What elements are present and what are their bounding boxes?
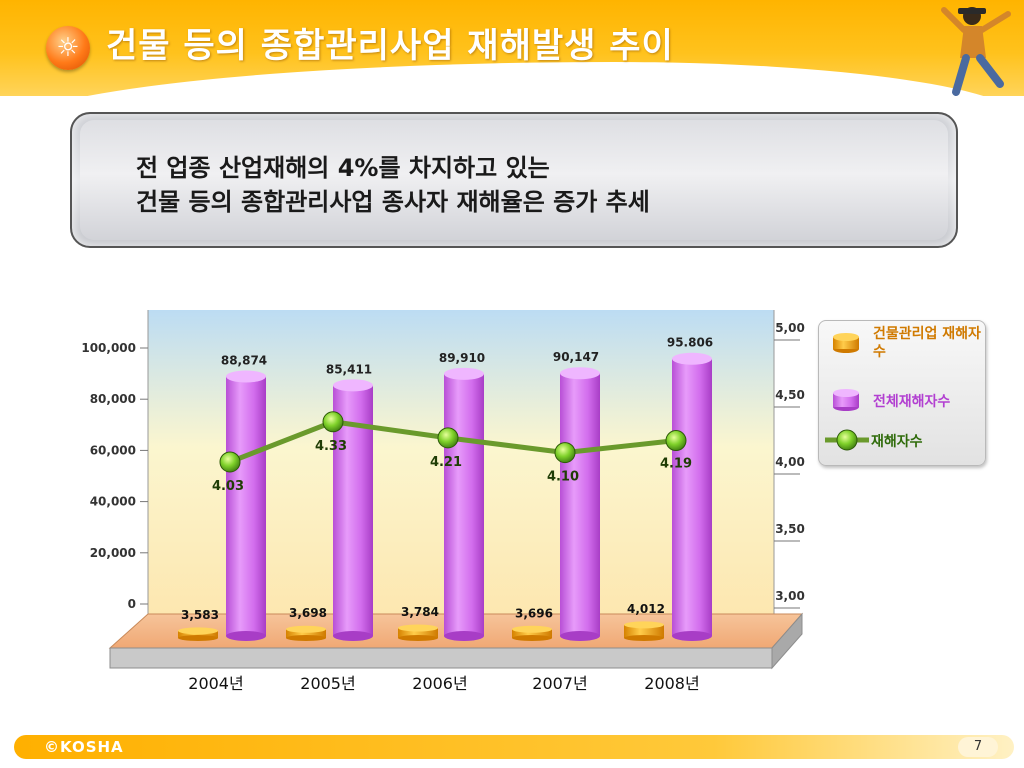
disaster-trend-chart: 0 20,000 40,000 60,000 80,000 100,000 3,00 3,5… <box>81 310 805 693</box>
x-axis-labels: 2004년 2005년 2006년 2007년 2008년 <box>188 674 699 693</box>
bar-building-label: 4,012 <box>627 602 665 616</box>
bar-total-base <box>672 631 712 641</box>
left-tick-label: 20,000 <box>90 546 136 560</box>
bar-total-base <box>444 631 484 641</box>
legend-label-rate: 재해자수 <box>871 434 923 450</box>
x-axis-label: 2006년 <box>412 674 467 693</box>
right-tick-label: 3,50 <box>775 522 805 536</box>
bar-building <box>178 630 218 638</box>
bar-total-base <box>333 631 373 641</box>
message-box: 전 업종 산업재해의 4%를 차지하고 있는 건물 등의 종합관리사업 종사자 … <box>70 112 958 248</box>
bar-total <box>560 373 600 636</box>
bar-total-base <box>560 631 600 641</box>
bar-total-label: 90,147 <box>553 350 599 364</box>
kosha-logo: ©KOSHA <box>44 738 124 756</box>
right-axis-ticks: 3,00 3,50 4,00 4,50 5,00 <box>774 321 805 609</box>
x-axis-label: 2008년 <box>644 674 699 693</box>
page-number: 7 <box>958 737 998 757</box>
bar-total <box>226 376 266 636</box>
slide-title: 건물 등의 종합관리사업 재해발생 추이 <box>106 26 674 66</box>
legend-swatch-rate <box>825 429 869 451</box>
rate-point <box>322 411 344 433</box>
bar-building-base <box>178 635 218 641</box>
bar-building-label: 3,583 <box>181 608 219 622</box>
bar-building-label: 3,696 <box>515 606 553 620</box>
bar-total-label: 95.806 <box>667 336 713 350</box>
x-axis-label: 2004년 <box>188 674 243 693</box>
left-tick-label: 0 <box>128 597 136 611</box>
bar-building-base <box>398 635 438 641</box>
bar-total-cap <box>560 367 600 380</box>
rate-label: 4.19 <box>660 457 692 472</box>
left-tick-label: 80,000 <box>90 392 136 406</box>
right-tick-label: 3,00 <box>775 589 805 603</box>
bar-building <box>624 624 664 638</box>
bar-total <box>672 358 712 636</box>
bar-building-base <box>286 635 326 641</box>
bar-building-cap <box>624 621 664 629</box>
right-tick-label: 5,00 <box>775 321 805 335</box>
bar-building-label: 3,698 <box>289 606 327 620</box>
x-axis-label: 2005년 <box>300 674 355 693</box>
right-tick-label: 4,50 <box>775 388 805 402</box>
bar-total-base <box>226 631 266 641</box>
legend-label-total: 전체재해자수 <box>873 394 951 410</box>
legend-swatch-total <box>833 389 859 411</box>
bar-total-cap <box>226 370 266 383</box>
bar-total-label: 89,910 <box>439 351 485 365</box>
x-axis-label: 2007년 <box>532 674 587 693</box>
rate-label: 4.03 <box>212 479 244 494</box>
message-line-2: 건물 등의 종합관리사업 종사자 재해율은 증가 추세 <box>136 188 650 216</box>
right-tick-label: 4,00 <box>775 455 805 469</box>
bar-building-label: 3,784 <box>401 605 439 619</box>
bar-total-label: 88,874 <box>221 353 267 367</box>
rate-label: 4.21 <box>430 455 462 470</box>
bar-total-cap <box>333 379 373 392</box>
rate-point <box>665 430 687 452</box>
series-rate-line: 4.03 4.33 4.21 4.10 4.19 <box>212 411 692 494</box>
floor-front <box>109 647 773 669</box>
bar-total-label: 85,411 <box>326 362 372 376</box>
legend-swatch-building <box>833 333 859 353</box>
bar-building-cap <box>512 625 552 633</box>
bar-building-base <box>624 635 664 641</box>
message-inner: 전 업종 산업재해의 4%를 차지하고 있는 건물 등의 종합관리사업 종사자 … <box>80 120 948 240</box>
bar-total <box>444 373 484 636</box>
floor-side <box>771 612 803 670</box>
bar-building-cap <box>178 627 218 635</box>
left-tick-label: 100,000 <box>81 341 136 355</box>
sun-icon: ☼ <box>46 26 90 70</box>
bar-building-cap <box>398 624 438 632</box>
rate-label: 4.33 <box>315 439 347 454</box>
series-total-bars: 88,874 85,411 89,910 90,147 95.806 <box>221 336 713 641</box>
footer-band: ©KOSHA 7 <box>14 735 1014 759</box>
left-tick-label: 60,000 <box>90 443 136 457</box>
bar-building <box>512 629 552 638</box>
rate-point <box>554 442 576 464</box>
left-axis-ticks: 0 20,000 40,000 60,000 80,000 100,000 <box>81 341 148 611</box>
message-line-1: 전 업종 산업재해의 4%를 차지하고 있는 <box>136 154 550 182</box>
chart-legend: 건물관리업 재해자수 전체재해자수 재해자수 <box>818 320 986 466</box>
bar-total-cap <box>444 367 484 380</box>
rate-point <box>437 427 459 449</box>
mascot-illustration <box>941 7 1011 96</box>
legend-label-building: 건물관리업 재해자수 <box>873 326 981 360</box>
bar-building-base <box>512 635 552 641</box>
series-building-bars: 3,583 3,698 3,784 3,696 4,012 <box>178 602 665 641</box>
bar-building-cap <box>286 625 326 633</box>
rate-label: 4.10 <box>547 470 579 485</box>
bar-building <box>398 628 438 638</box>
bar-building <box>286 629 326 638</box>
left-tick-label: 40,000 <box>90 495 136 509</box>
rate-point <box>219 451 241 473</box>
bar-total-cap <box>672 352 712 365</box>
